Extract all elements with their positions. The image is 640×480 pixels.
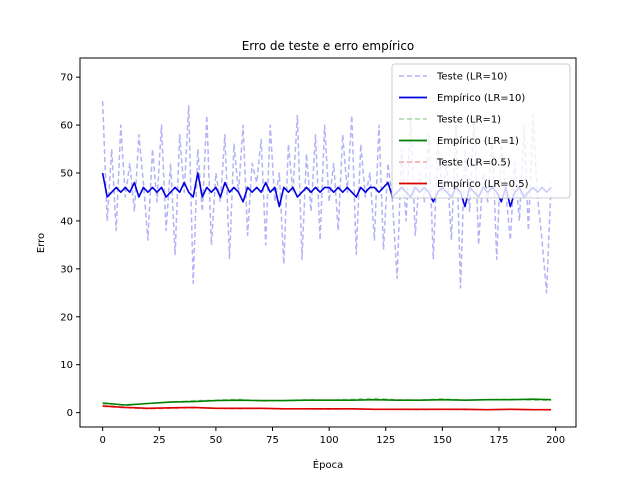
plot-frame xyxy=(79,57,577,428)
legend-frame xyxy=(391,63,571,199)
y-tick-label: 50 xyxy=(60,169,73,180)
x-ticks: 0 25 50 75 100 125 150 175 200 xyxy=(99,427,565,446)
x-tick-label: 50 xyxy=(210,435,223,446)
legend-label-2: Teste (LR=1) xyxy=(436,115,501,126)
x-axis-label: Época xyxy=(313,458,343,471)
x-tick-label: 100 xyxy=(320,435,339,446)
x-tick-label: 200 xyxy=(546,435,565,446)
legend-label-5: Empírico (LR=0.5) xyxy=(437,178,529,190)
y-tick-label: 30 xyxy=(60,264,73,275)
legend-label-0: Teste (LR=10) xyxy=(436,72,508,83)
x-tick-label: 150 xyxy=(433,435,452,446)
legend-label-1: Empírico (LR=10) xyxy=(437,92,525,104)
x-tick-label: 25 xyxy=(153,435,166,446)
y-tick-label: 70 xyxy=(60,73,73,84)
series-line-3 xyxy=(102,398,552,406)
y-ticks: 0 10 20 30 40 50 60 70 xyxy=(60,73,80,419)
y-tick-label: 40 xyxy=(60,216,73,227)
series-line-5 xyxy=(102,405,552,411)
series-line-0 xyxy=(101,101,552,294)
x-tick-label: 175 xyxy=(489,435,508,446)
legend: Teste (LR=10) Empírico (LR=10) Teste (LR=1… xyxy=(391,63,571,199)
y-tick-label: 60 xyxy=(60,121,73,132)
x-tick-label: 125 xyxy=(376,435,395,446)
x-tick-label: 75 xyxy=(266,435,279,446)
legend-label-3: Empírico (LR=1) xyxy=(437,135,519,147)
legend-label-4: Teste (LR=0.5) xyxy=(436,158,511,169)
y-tick-label: 0 xyxy=(67,408,73,419)
y-tick-label: 20 xyxy=(60,312,73,323)
y-axis-label: Erro xyxy=(36,233,47,253)
chart-title: Erro de teste e erro empírico xyxy=(242,39,415,53)
x-tick-label: 0 xyxy=(99,435,105,446)
y-tick-label: 10 xyxy=(60,360,73,371)
